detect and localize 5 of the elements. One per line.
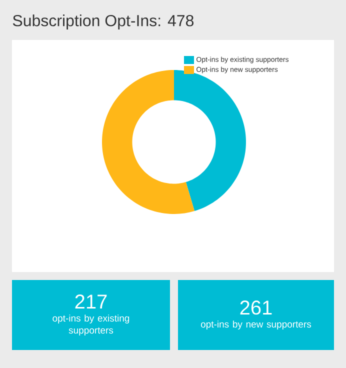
text: opt-ins by new supporters: [200, 320, 312, 330]
text: 261: [240, 300, 272, 315]
text: opt-ins by existing supporters: [52, 314, 130, 336]
text: 217: [75, 294, 107, 308]
chart-title: Subscription Opt-Ins: 478: [12, 14, 194, 30]
